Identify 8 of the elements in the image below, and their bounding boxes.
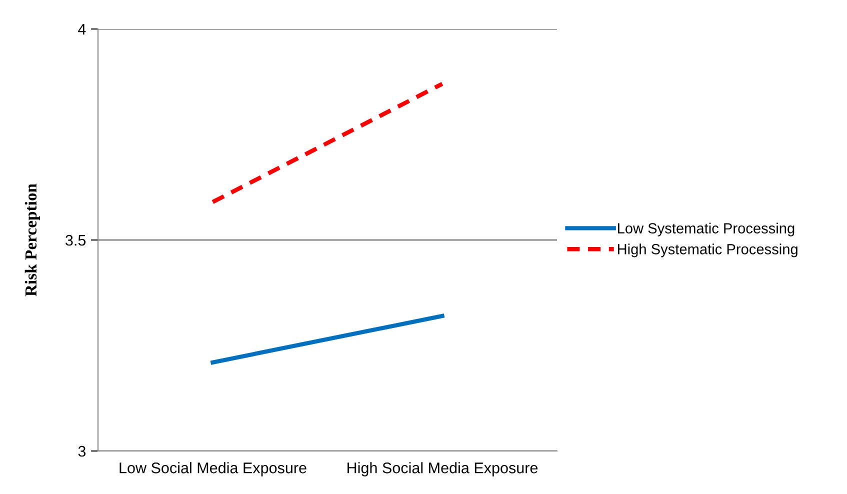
y-tick-label: 4 <box>78 24 86 35</box>
y-tick-label: 3.5 <box>66 234 86 246</box>
y-axis-title: Risk Perception <box>24 184 40 296</box>
y-tick-label: 3 <box>78 446 86 457</box>
legend-label: Low Systematic Processing <box>618 222 794 236</box>
legend-label: High Systematic Processing <box>618 244 798 258</box>
x-tick-label: High Social Media Exposure <box>348 462 538 476</box>
x-tick-label: Low Social Media Exposure <box>120 462 306 476</box>
